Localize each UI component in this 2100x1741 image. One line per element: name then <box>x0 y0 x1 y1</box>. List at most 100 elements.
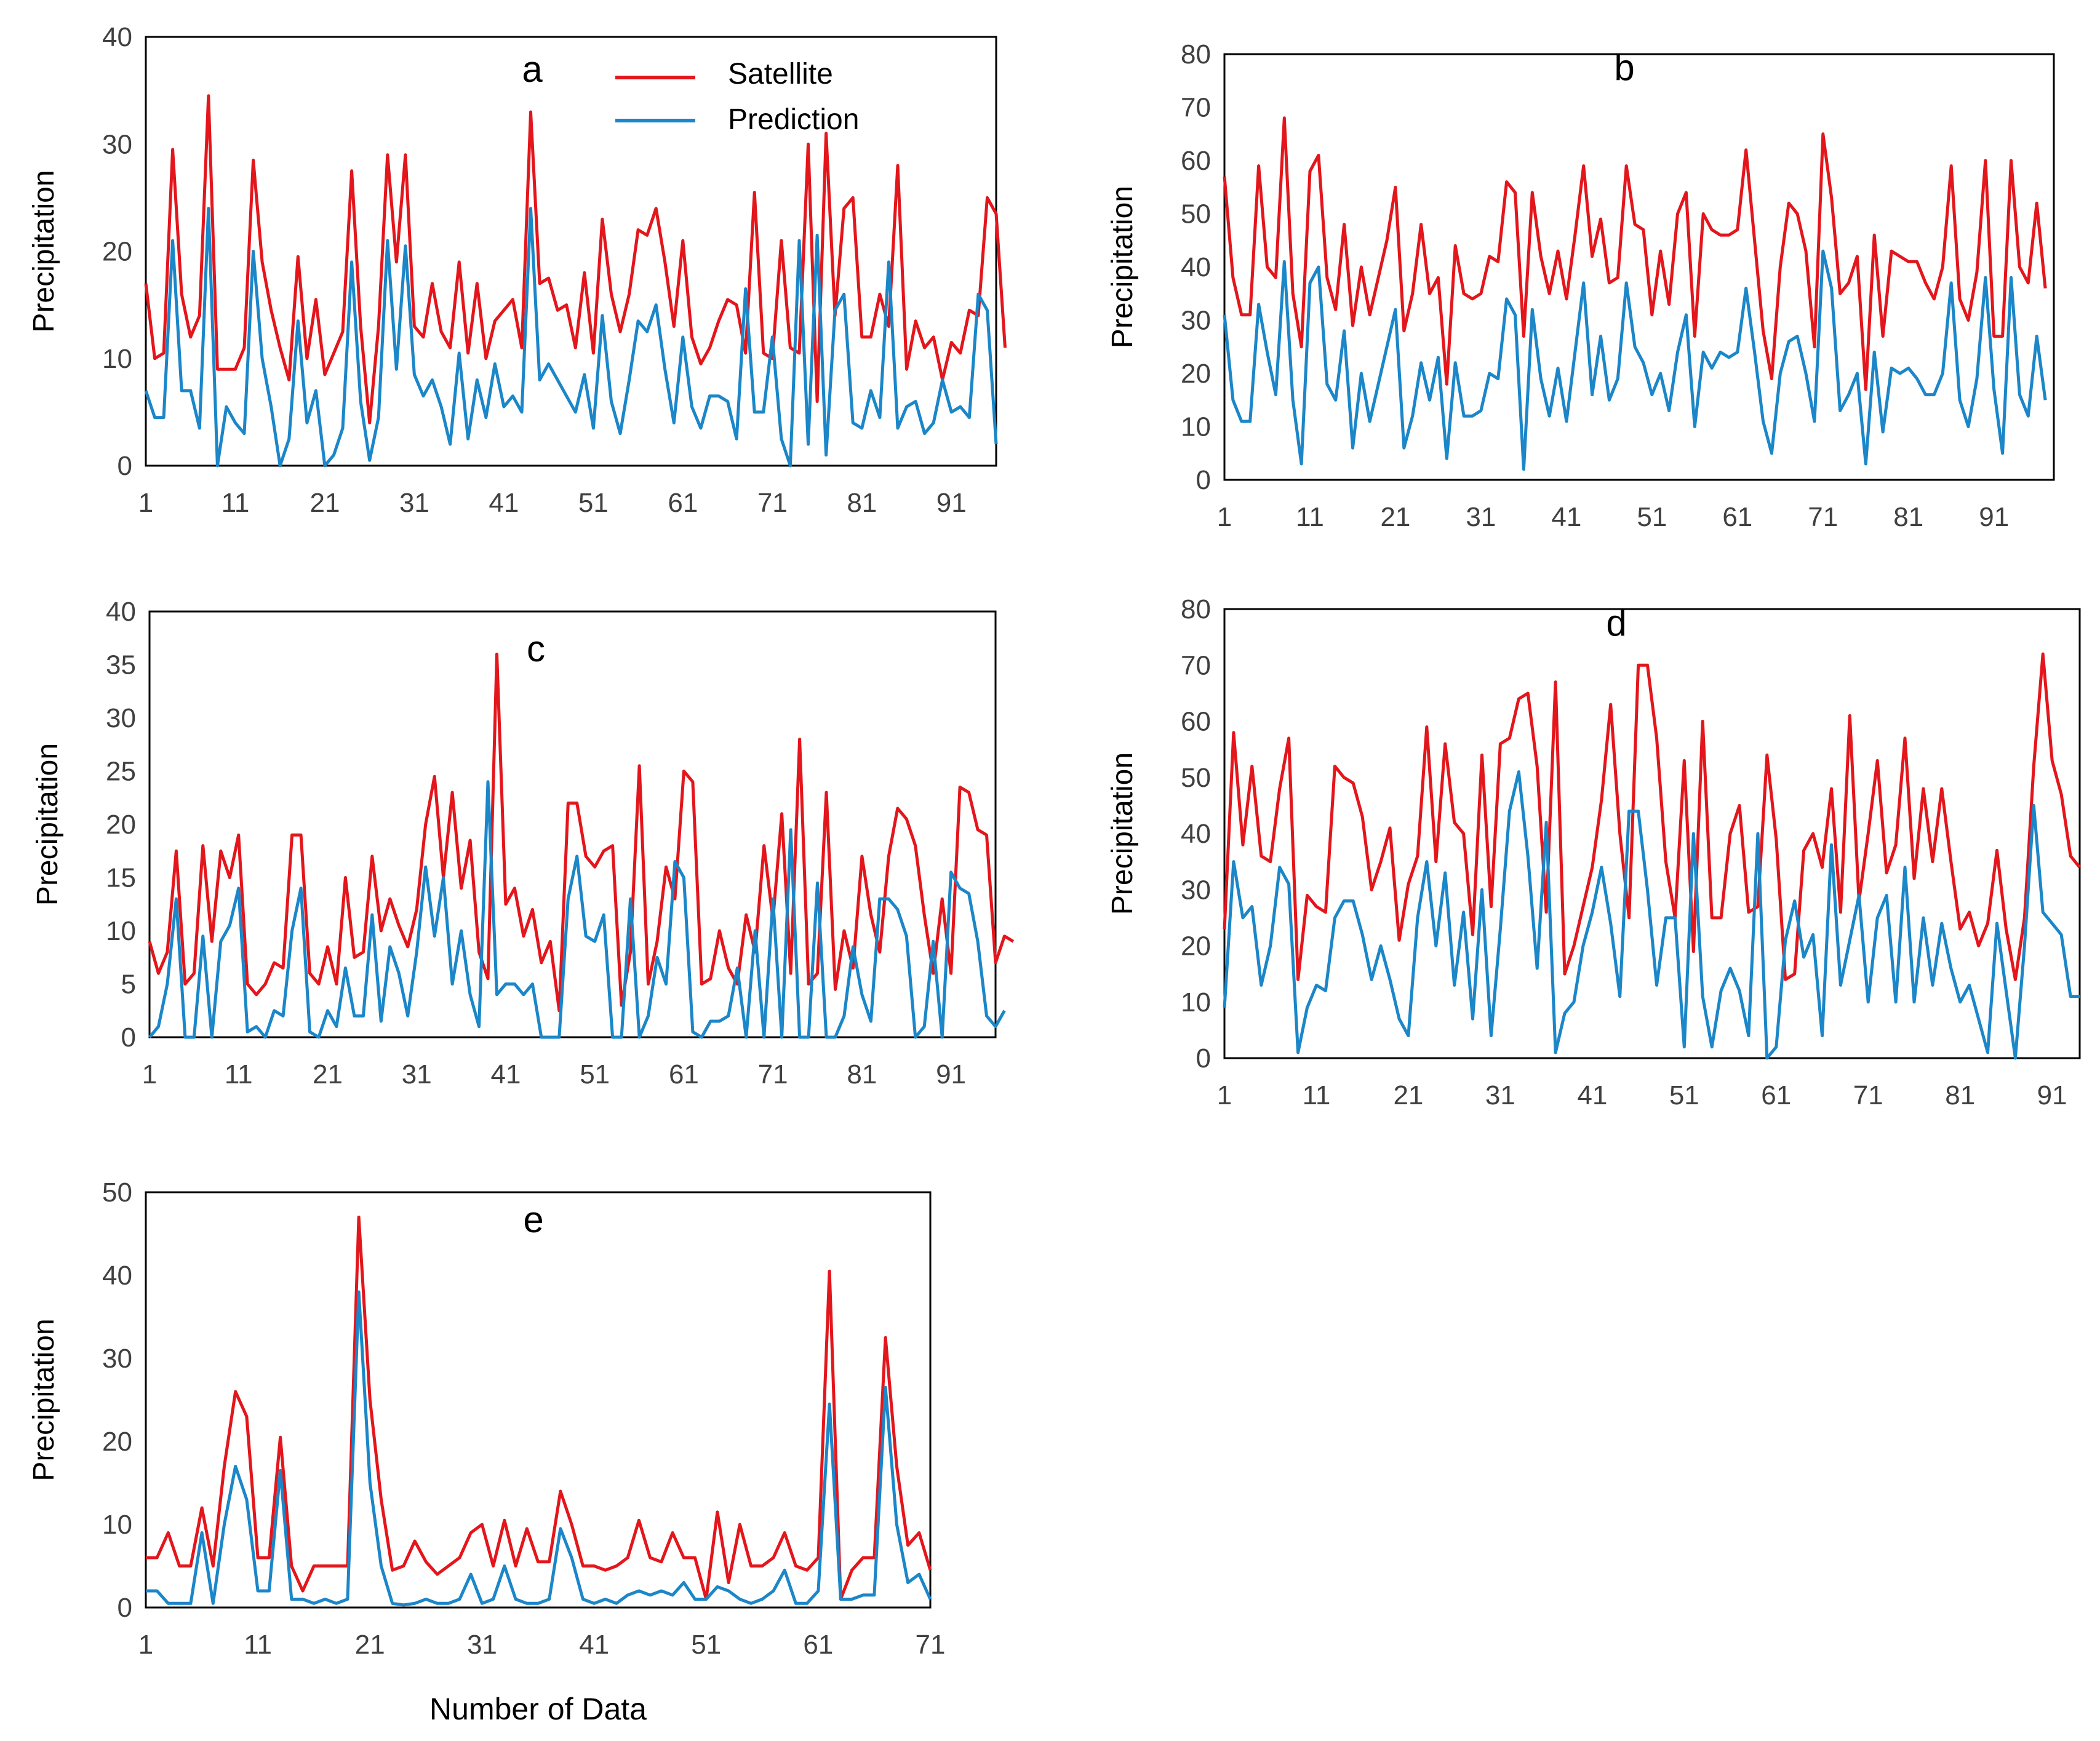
y-axis-label: Precipitation <box>1106 186 1139 348</box>
x-tick-label: 81 <box>847 488 877 518</box>
y-axis-label: Precipitation <box>1106 752 1139 915</box>
x-tick-label: 61 <box>1761 1080 1791 1110</box>
y-tick-label: 50 <box>102 1177 132 1208</box>
x-tick-label: 51 <box>580 1059 610 1090</box>
x-tick-label: 91 <box>936 1059 966 1090</box>
y-axis-label: Precipitation <box>28 170 60 332</box>
x-tick-label: 41 <box>1577 1080 1607 1110</box>
y-tick-label: 0 <box>1196 465 1211 495</box>
x-tick-label: 11 <box>1296 502 1324 532</box>
x-tick-label: 31 <box>399 488 429 518</box>
legend-label-satellite: Satellite <box>728 58 833 90</box>
y-tick-label: 20 <box>102 1427 132 1457</box>
series-line-prediction <box>148 780 1006 1039</box>
x-tick-label: 81 <box>1893 502 1923 532</box>
x-tick-label: 11 <box>244 1630 272 1660</box>
x-tick-label: 51 <box>578 488 609 518</box>
y-tick-label: 15 <box>106 863 136 893</box>
x-tick-label: 41 <box>489 488 519 518</box>
y-tick-label: 40 <box>1181 252 1211 282</box>
x-tick-label: 61 <box>803 1630 833 1660</box>
y-tick-label: 40 <box>102 1261 132 1291</box>
x-tick-label: 31 <box>467 1630 497 1660</box>
y-tick-label: 0 <box>118 1593 132 1623</box>
x-tick-label: 31 <box>402 1059 432 1090</box>
y-tick-label: 0 <box>121 1022 136 1053</box>
y-tick-label: 30 <box>1181 875 1211 905</box>
y-tick-label: 20 <box>102 237 132 267</box>
panel-title: e <box>523 1199 543 1240</box>
y-tick-label: 10 <box>106 916 136 946</box>
y-tick-label: 10 <box>1181 987 1211 1018</box>
y-tick-label: 10 <box>102 344 132 374</box>
y-axis-label: Precipitation <box>28 1318 60 1481</box>
y-tick-label: 25 <box>106 757 136 787</box>
x-tick-label: 31 <box>1485 1080 1515 1110</box>
x-tick-label: 71 <box>758 1059 788 1090</box>
panel-title: b <box>1614 47 1634 88</box>
x-tick-label: 21 <box>1380 502 1410 532</box>
x-tick-label: 71 <box>916 1630 946 1660</box>
plot-area-frame <box>1223 608 2081 1059</box>
y-tick-label: 30 <box>1181 306 1211 336</box>
series-line-satellite <box>146 1216 932 1601</box>
legend: Satellite Prediction <box>615 58 859 136</box>
y-tick-label: 50 <box>1181 763 1211 793</box>
x-tick-label: 21 <box>309 488 340 518</box>
legend-label-prediction: Prediction <box>728 103 859 136</box>
plot-area-frame <box>148 610 997 1038</box>
x-tick-label: 71 <box>757 488 788 518</box>
series-line-satellite <box>1223 116 2047 391</box>
y-tick-label: 50 <box>1181 199 1211 229</box>
x-tick-label: 41 <box>1551 502 1581 532</box>
series-line-satellite <box>148 652 1015 1013</box>
x-tick-label: 1 <box>1217 502 1232 532</box>
x-tick-label: 61 <box>1722 502 1752 532</box>
y-tick-label: 5 <box>121 970 136 1000</box>
x-tick-label: 61 <box>668 488 698 518</box>
y-tick-label: 0 <box>118 451 132 481</box>
y-tick-label: 70 <box>1181 93 1211 123</box>
y-tick-label: 70 <box>1181 650 1211 680</box>
x-tick-label: 41 <box>490 1059 521 1090</box>
plot-area-frame <box>145 1191 932 1609</box>
x-tick-label: 1 <box>138 1630 153 1660</box>
x-tick-label: 11 <box>1303 1080 1331 1110</box>
x-tick-label: 21 <box>313 1059 343 1090</box>
y-tick-label: 20 <box>1181 359 1211 389</box>
x-tick-label: 51 <box>1637 502 1667 532</box>
panel-title: a <box>522 49 543 90</box>
y-tick-label: 0 <box>1196 1043 1211 1074</box>
x-tick-label: 41 <box>579 1630 609 1660</box>
series-line-prediction <box>146 1290 932 1607</box>
y-tick-label: 20 <box>106 810 136 840</box>
series-line-satellite <box>144 94 1007 424</box>
y-axis-label: Precipitation <box>31 743 64 906</box>
plot-area-frame <box>1223 53 2055 481</box>
panel-title: d <box>1606 602 1626 643</box>
y-tick-label: 30 <box>102 129 132 159</box>
y-tick-label: 30 <box>102 1344 132 1374</box>
y-tick-label: 10 <box>102 1510 132 1540</box>
y-tick-label: 40 <box>102 22 132 52</box>
series-line-prediction <box>1223 770 2080 1060</box>
x-tick-label: 21 <box>355 1630 385 1660</box>
y-tick-label: 35 <box>106 650 136 680</box>
x-axis-label: Number of Data <box>429 1692 647 1726</box>
series-line-prediction <box>1223 249 2047 471</box>
y-tick-label: 80 <box>1181 39 1211 70</box>
x-tick-label: 1 <box>1217 1080 1232 1110</box>
x-tick-label: 1 <box>142 1059 157 1090</box>
x-tick-label: 1 <box>138 488 153 518</box>
x-tick-label: 11 <box>222 488 250 518</box>
x-tick-label: 71 <box>1808 502 1838 532</box>
plot-area-frame <box>145 36 997 467</box>
y-tick-label: 40 <box>1181 819 1211 849</box>
x-tick-label: 91 <box>1979 502 2009 532</box>
y-tick-label: 30 <box>106 703 136 733</box>
